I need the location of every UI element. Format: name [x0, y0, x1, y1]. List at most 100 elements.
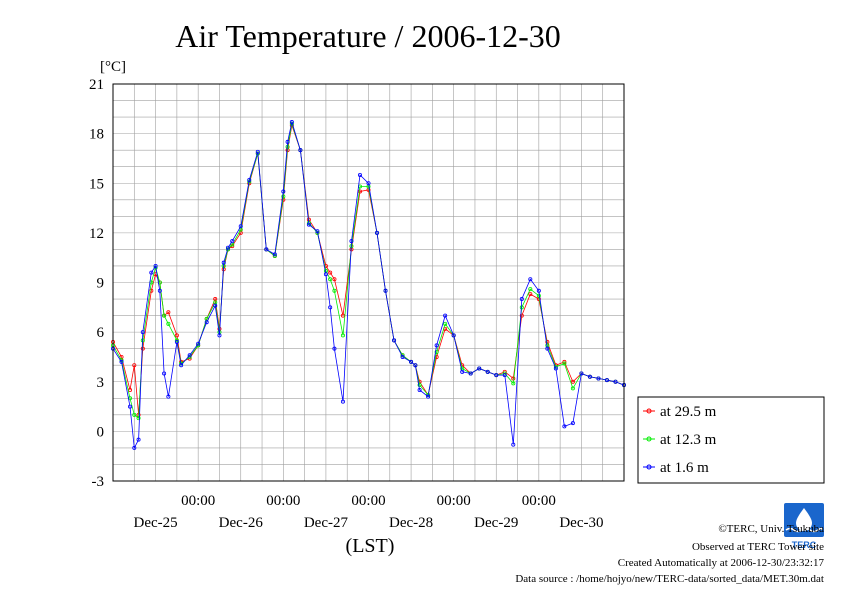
data-point: [562, 361, 567, 366]
series-3: [111, 120, 627, 450]
x-tick-time-label: 00:00: [351, 493, 385, 509]
y-axis-ticks: 21 18 15 12 9 6 3 0 -3: [89, 77, 105, 490]
data-point: [328, 270, 333, 275]
data-point: [460, 369, 465, 374]
data-point: [528, 277, 533, 282]
data-point: [132, 445, 137, 450]
data-point: [579, 371, 584, 376]
data-point: [545, 346, 550, 351]
data-point: [413, 363, 418, 368]
grid-lines: [113, 83, 624, 482]
data-point: [417, 383, 422, 388]
data-point: [179, 363, 184, 368]
y-tick-label: 15: [89, 176, 104, 192]
data-point: [281, 194, 286, 199]
data-point: [366, 181, 371, 186]
data-point: [298, 148, 303, 153]
legend-label: at 29.5 m: [660, 404, 717, 420]
data-point: [132, 363, 137, 368]
data-point: [119, 359, 124, 364]
x-tick-time-label: 00:00: [437, 493, 471, 509]
x-tick-date-label: Dec-26: [219, 515, 264, 531]
data-point: [285, 139, 290, 144]
legend-swatch-marker: [646, 464, 652, 470]
data-point: [604, 378, 609, 383]
source-text: Data source : /home/hojyo/new/TERC-data/…: [515, 573, 824, 585]
data-point: [272, 252, 277, 257]
data-point: [166, 310, 171, 315]
data-point: [136, 437, 141, 442]
legend-swatch-marker: [646, 436, 652, 442]
data-point: [264, 247, 269, 252]
legend-box: [637, 396, 825, 484]
data-point: [323, 272, 328, 277]
y-tick-label: 3: [97, 375, 105, 391]
data-point: [434, 349, 439, 354]
data-point: [136, 416, 141, 421]
data-point: [511, 381, 516, 386]
data-point: [225, 245, 230, 250]
data-point: [468, 371, 473, 376]
chart-title: Air Temperature / 2006-12-30: [175, 18, 561, 54]
data-point: [357, 189, 362, 194]
data-point: [570, 421, 575, 426]
data-point: [494, 373, 499, 378]
data-point: [213, 303, 218, 308]
data-point: [417, 388, 422, 393]
data-point: [392, 338, 397, 343]
y-tick-label: -3: [92, 474, 105, 490]
x-axis-label: (LST): [346, 535, 395, 557]
data-point: [306, 222, 311, 227]
data-point: [255, 149, 260, 154]
data-point: [132, 412, 137, 417]
water-drop-icon: [796, 508, 812, 531]
data-point: [340, 399, 345, 404]
data-point: [289, 120, 294, 125]
data-point: [383, 288, 388, 293]
data-point: [485, 369, 490, 374]
wave-icon: [785, 527, 823, 533]
data-point: [451, 333, 456, 338]
x-tick-date-label: Dec-28: [389, 515, 433, 531]
data-point: [570, 379, 575, 384]
data-point: [528, 287, 533, 292]
data-point: [157, 288, 162, 293]
data-point: [174, 340, 179, 345]
data-point: [519, 313, 524, 318]
credits: ©TERC, Univ. Tsukuba Observed at TERC To…: [515, 523, 824, 585]
data-point: [400, 354, 405, 359]
data-point: [553, 366, 558, 371]
data-point: [587, 374, 592, 379]
data-point: [434, 343, 439, 348]
data-point: [477, 366, 482, 371]
x-tick-date-label: Dec-29: [474, 515, 518, 531]
data-point: [204, 320, 209, 325]
x-tick-date-label: Dec-27: [304, 515, 349, 531]
y-axis-unit-label: [°C]: [100, 59, 126, 75]
observed-text: Observed at TERC Tower site: [692, 541, 824, 553]
x-tick-time-label: 00:00: [181, 493, 215, 509]
copyright-text: ©TERC, Univ. Tsukuba: [718, 523, 824, 535]
legend-label: at 12.3 m: [660, 432, 717, 448]
data-point: [536, 288, 541, 293]
data-point: [536, 293, 541, 298]
data-point: [332, 277, 337, 282]
plot-frame: [112, 83, 625, 482]
series-layer: [111, 120, 627, 450]
data-point: [357, 172, 362, 177]
data-point: [375, 230, 380, 235]
legend-swatch-marker: [646, 408, 652, 414]
y-tick-label: 0: [97, 424, 105, 440]
legend-label: at 1.6 m: [660, 460, 709, 476]
data-point: [613, 379, 618, 384]
data-point: [162, 371, 167, 376]
data-point: [315, 229, 320, 234]
data-point: [332, 288, 337, 293]
series-line: [112, 120, 625, 450]
y-tick-label: 21: [89, 77, 104, 93]
data-point: [217, 333, 222, 338]
y-tick-label: 12: [89, 226, 104, 242]
data-point: [332, 346, 337, 351]
data-point: [162, 313, 167, 318]
